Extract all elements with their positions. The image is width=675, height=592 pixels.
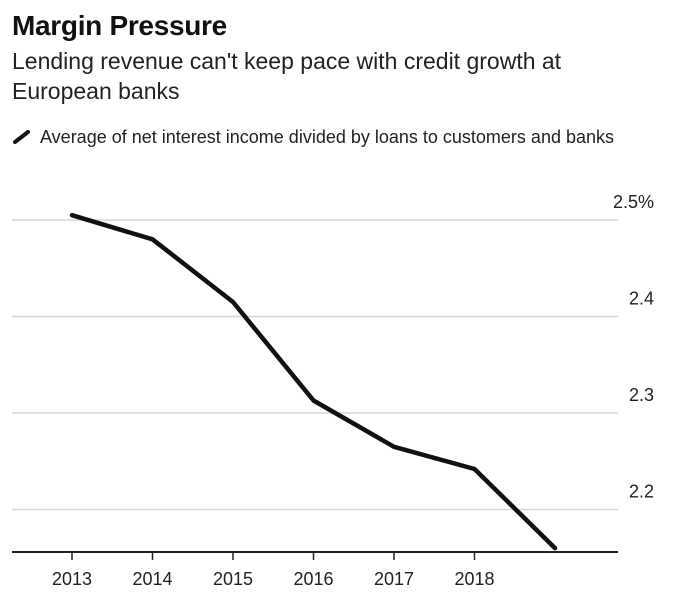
x-tick-label: 2016 bbox=[293, 569, 333, 589]
series-group bbox=[69, 212, 558, 551]
legend-label: Average of net interest income divided b… bbox=[40, 127, 614, 147]
x-axis-ticks: 2013 2014 2015 2016 2017 2018 bbox=[52, 552, 495, 589]
y-tick-label: 2.2 bbox=[629, 482, 654, 502]
y-tick-label: 2.5% bbox=[613, 192, 654, 212]
y-tick-label: 2.4 bbox=[629, 289, 654, 309]
chart-title: Margin Pressure bbox=[12, 10, 227, 41]
legend-line-icon bbox=[13, 130, 30, 144]
gridlines bbox=[12, 219, 618, 511]
y-tick-label: 2.3 bbox=[629, 385, 654, 405]
x-tick-label: 2017 bbox=[374, 569, 414, 589]
x-tick-label: 2013 bbox=[52, 569, 92, 589]
y-axis-ticks: 2.5% 2.4 2.3 2.2 bbox=[613, 192, 654, 502]
x-tick-label: 2015 bbox=[213, 569, 253, 589]
series-line bbox=[69, 212, 558, 551]
legend: Average of net interest income divided b… bbox=[12, 124, 652, 150]
x-tick-label: 2018 bbox=[454, 569, 494, 589]
chart-subtitle: Lending revenue can't keep pace with cre… bbox=[12, 48, 562, 104]
x-tick-label: 2014 bbox=[132, 569, 172, 589]
